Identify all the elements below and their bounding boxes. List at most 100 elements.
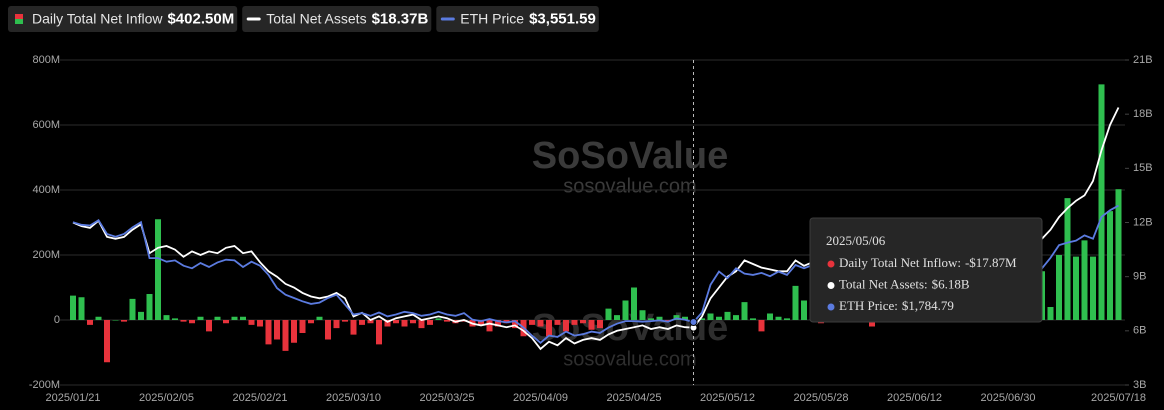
bar <box>342 320 348 322</box>
bar <box>1047 307 1054 320</box>
tooltip-title: 2025/05/06 <box>826 233 886 248</box>
bar <box>401 320 408 327</box>
tooltip-dot <box>827 260 835 268</box>
bar <box>265 320 272 345</box>
x-tick-label: 2025/06/30 <box>980 392 1035 404</box>
bar <box>699 318 705 320</box>
tooltip-label: Total Net Assets: <box>839 276 928 291</box>
tooltip-dot <box>827 282 835 289</box>
bar <box>393 320 399 324</box>
bar <box>87 320 93 325</box>
bar <box>316 316 323 320</box>
legend-item: ETH Price $3,551.59 <box>436 6 599 32</box>
bar <box>95 316 102 320</box>
bar <box>376 320 382 345</box>
y-tick-label: 0 <box>54 314 60 326</box>
bar <box>274 320 280 340</box>
bar <box>588 320 595 330</box>
bar <box>537 320 544 327</box>
tooltip-label: Daily Total Net Inflow: <box>839 255 961 270</box>
x-tick-label: 2025/06/12 <box>887 392 942 404</box>
bar <box>571 320 578 325</box>
tooltip-item: Daily Total Net Inflow: -$17.87M <box>839 255 1017 270</box>
x-tick-label: 2025/05/12 <box>700 392 755 404</box>
bar <box>1073 256 1079 320</box>
legend-label: ETH Price $3,551.59 <box>460 10 596 27</box>
bar <box>1115 189 1122 320</box>
bar <box>614 315 620 320</box>
bar <box>1064 198 1071 320</box>
bar <box>248 320 255 325</box>
y2-tick-label: 9B <box>1133 271 1146 283</box>
y-tick-label: 600M <box>32 119 60 131</box>
bar <box>138 311 144 320</box>
bar <box>333 320 340 329</box>
tooltip-dot <box>827 303 835 311</box>
bar <box>367 320 374 324</box>
bar <box>189 320 195 324</box>
bar <box>282 320 289 351</box>
bar <box>622 300 629 320</box>
bar <box>214 316 221 320</box>
legend-value: $3,551.59 <box>529 10 596 27</box>
bar <box>546 320 552 337</box>
legend-name: Total Net Assets <box>266 10 366 26</box>
y-tick-label: 200M <box>32 249 60 261</box>
bar <box>597 320 603 329</box>
watermark: sosovalue.com <box>563 348 696 370</box>
x-tick-label: 2025/01/21 <box>45 392 100 404</box>
legend-chip <box>436 6 599 32</box>
bar <box>1056 255 1062 320</box>
bar <box>112 320 119 321</box>
legend-item: Daily Total Net Inflow $402.50M <box>8 6 238 32</box>
bar <box>1098 84 1105 320</box>
bar <box>801 300 807 320</box>
bar <box>197 316 204 320</box>
x-tick-label: 2025/07/18 <box>1091 392 1146 404</box>
legend-item: Total Net Assets $18.37B <box>242 6 432 32</box>
hover-marker <box>689 318 698 327</box>
tooltip-value: -$17.87M <box>965 255 1017 270</box>
bar <box>427 320 433 325</box>
bar <box>724 311 731 320</box>
bar <box>325 320 331 340</box>
bar <box>410 320 416 324</box>
bar <box>163 315 170 320</box>
tooltip-value: $6.18B <box>932 276 970 291</box>
y2-tick-label: 12B <box>1133 216 1153 228</box>
bar <box>750 318 756 320</box>
bar <box>435 318 442 320</box>
bar <box>486 320 493 332</box>
bar <box>299 320 306 333</box>
bar <box>78 297 85 320</box>
tooltip-value: $1,784.79 <box>902 298 954 313</box>
bar <box>231 316 238 320</box>
bar <box>639 310 646 320</box>
bar <box>495 320 501 327</box>
x-tick-label: 2025/03/25 <box>419 392 474 404</box>
bar <box>206 320 212 332</box>
legend-chip <box>8 6 238 32</box>
x-tick-label: 2025/05/28 <box>793 392 848 404</box>
bar <box>512 320 518 329</box>
bar <box>631 287 637 320</box>
bar <box>707 313 714 320</box>
watermark: sosovalue.com <box>563 175 696 197</box>
legend-icon <box>15 19 23 24</box>
bar <box>580 320 586 324</box>
y-tick-label: -200M <box>29 379 60 391</box>
bar <box>529 320 535 325</box>
legend-chip <box>242 6 432 32</box>
bar <box>656 316 663 320</box>
bar <box>350 320 357 335</box>
legend-label: Daily Total Net Inflow $402.50M <box>32 10 234 27</box>
x-tick-label: 2025/04/25 <box>606 392 661 404</box>
bar <box>444 320 450 322</box>
bar <box>308 320 314 324</box>
bar <box>223 320 229 324</box>
bar <box>741 302 748 320</box>
bar <box>291 320 297 343</box>
x-tick-label: 2025/04/09 <box>513 392 568 404</box>
